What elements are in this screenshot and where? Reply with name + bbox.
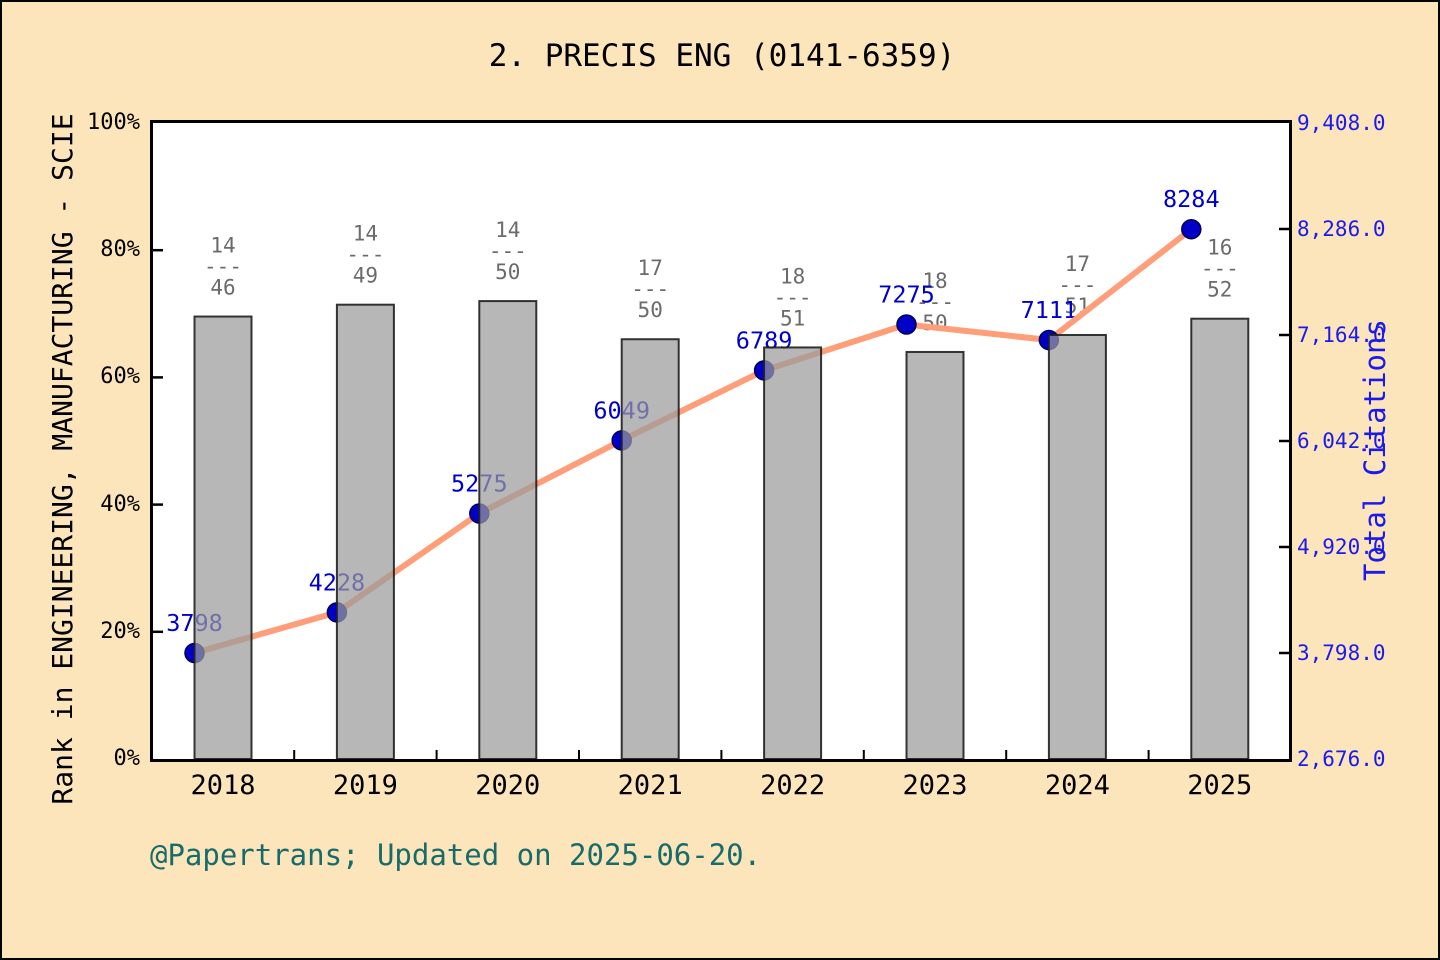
right-axis-tick-label: 3,798.0	[1297, 641, 1386, 665]
rank-fraction-numerator: 18	[780, 264, 805, 288]
rank-bar	[335, 303, 395, 759]
right-axis-tick-label: 9,408.0	[1297, 111, 1386, 135]
rank-fraction-numerator: 17	[638, 256, 663, 280]
citation-value-label: 7111	[1021, 296, 1078, 324]
citation-value-label: 7275	[878, 281, 935, 309]
rank-fraction-numerator: 14	[353, 222, 378, 246]
left-axis-title: Rank in ENGINEERING, MANUFACTURING - SCI…	[46, 113, 79, 805]
x-axis-year-label: 2020	[475, 770, 541, 801]
rank-bar	[1190, 317, 1250, 759]
citation-marker	[1181, 218, 1202, 240]
rank-fraction-denominator: 46	[210, 276, 235, 300]
rank-fraction-bar: ---	[1058, 273, 1096, 297]
rank-fraction-bar: ---	[1201, 257, 1239, 281]
footer-note: @Papertrans; Updated on 2025-06-20.	[150, 838, 762, 872]
rank-fraction-numerator: 14	[495, 218, 520, 242]
rank-fraction-bar: ---	[489, 239, 527, 263]
rank-fraction-numerator: 16	[1207, 236, 1232, 260]
rank-bar	[193, 315, 253, 759]
rank-fraction-denominator: 49	[353, 264, 378, 288]
rank-fraction-numerator: 14	[210, 234, 235, 258]
x-axis-year-label: 2025	[1187, 770, 1253, 801]
rank-fraction-numerator: 18	[922, 269, 947, 293]
x-axis-year-label: 2021	[617, 770, 683, 801]
right-axis-title: Total Citations	[1358, 319, 1392, 581]
right-axis-tick-label: 7,164.0	[1297, 323, 1386, 347]
rank-fraction-bar: ---	[204, 255, 242, 279]
rank-fraction-bar: ---	[346, 243, 384, 267]
x-axis-year-label: 2023	[902, 770, 968, 801]
plot-area: 14 --- 46 14 --- 49 14 --- 50 17 --- 50 18 --- 51 18 ---…	[150, 120, 1292, 762]
rank-fraction-bar: ---	[631, 277, 669, 301]
citation-value-label: 8284	[1163, 185, 1220, 213]
left-axis-tick-label: 40%	[100, 491, 140, 517]
citation-marker	[896, 314, 917, 335]
x-axis-year-label: 2019	[332, 770, 398, 801]
x-axis-year-label: 2022	[760, 770, 826, 801]
rank-fraction-denominator: 50	[638, 298, 663, 322]
rank-fraction-numerator: 17	[1065, 252, 1090, 276]
right-axis-tick-label: 2,676.0	[1297, 747, 1386, 771]
rank-fraction-denominator: 50	[495, 260, 520, 284]
rank-bar	[763, 346, 823, 759]
x-axis-year-label: 2024	[1044, 770, 1110, 801]
rank-fraction-bar: ---	[774, 285, 812, 309]
right-axis-tick-label: 8,286.0	[1297, 217, 1386, 241]
chart-title: 2. PRECIS ENG (0141-6359)	[488, 38, 956, 74]
x-axis-year-label: 2018	[190, 770, 256, 801]
right-axis-tick-label: 6,042.0	[1297, 429, 1386, 453]
rank-fraction-bar: ---	[916, 290, 954, 314]
left-axis-tick-label: 80%	[100, 237, 140, 263]
rank-bar	[478, 300, 538, 759]
rank-fraction-denominator: 51	[780, 306, 805, 330]
left-axis-tick-label: 0%	[113, 746, 141, 771]
left-axis-tick-label: 100%	[87, 110, 140, 135]
right-axis-tick-label: 4,920.0	[1297, 535, 1386, 559]
rank-bar	[620, 338, 680, 759]
rank-fraction-denominator: 52	[1207, 278, 1232, 302]
left-axis-tick-label: 20%	[100, 618, 140, 644]
rank-bar	[1047, 333, 1107, 759]
left-axis-tick-label: 60%	[100, 364, 140, 390]
rank-bar	[905, 350, 965, 759]
